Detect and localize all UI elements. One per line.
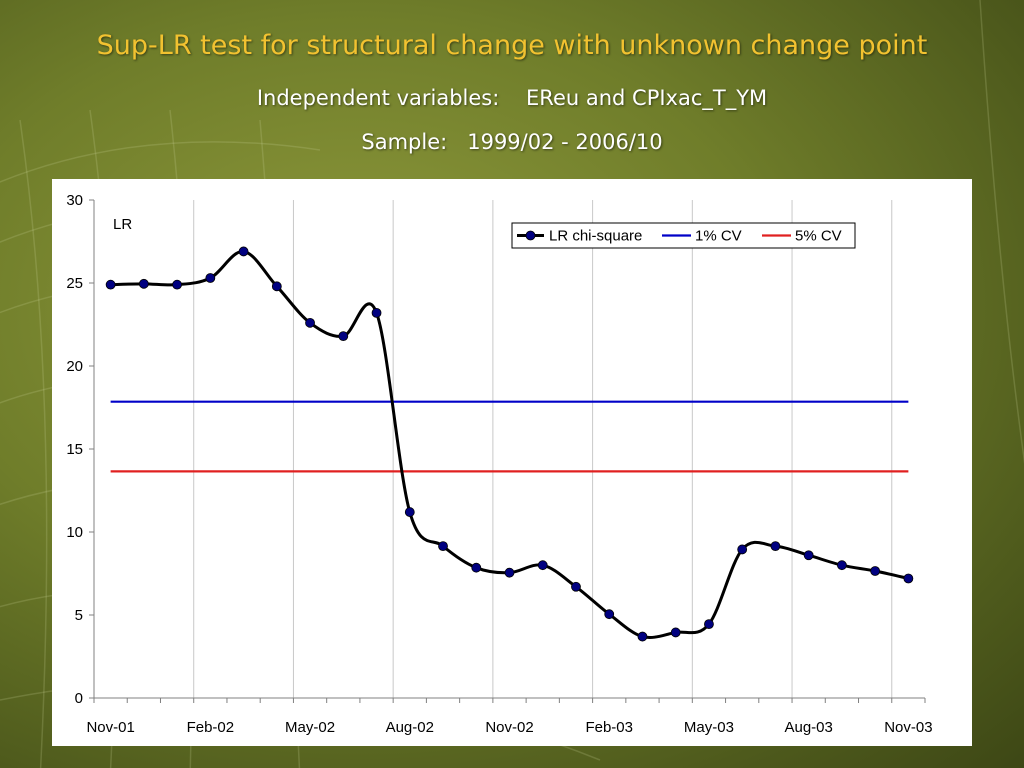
data-point-marker [271,281,282,292]
data-point-marker [903,573,914,584]
data-point-marker [205,273,216,283]
x-tick-label: Nov-01 [86,719,134,736]
slide-title: Sup-LR test for structural change with u… [96,30,928,61]
x-tick-label: Feb-03 [585,719,633,736]
data-point-marker [138,278,149,289]
data-point-marker [172,279,182,290]
axes: 0 5 10 15 20 25 30 Nov-01 Feb-02 May-02 Aug-02 Nov-… [66,192,932,736]
lr-chart: 0 5 10 15 20 25 30 Nov-01 Feb-02 May-02 Aug-02 Nov-… [66,192,932,736]
y-axis-label: LR [113,216,132,233]
gridlines [193,200,893,698]
data-point-marker [537,560,548,571]
y-tick-label: 25 [66,275,83,292]
data-point-marker [571,581,581,592]
data-point-marker [604,609,615,620]
legend-label: 1% CV [695,228,742,245]
data-point-marker [770,541,781,552]
x-tick-label: May-03 [684,719,734,736]
data-point-marker [471,562,482,573]
x-tick-label: Aug-02 [386,719,434,736]
chart-area: 0 5 10 15 20 25 30 Nov-01 Feb-02 May-02 Aug-02 Nov-… [52,179,972,746]
data-point-marker [305,317,315,328]
data-point-marker [504,567,515,578]
slide-subtitle-variables: Independent variables: EReu and CPIxac_T… [256,86,768,110]
y-tick-label: 15 [66,441,83,458]
legend-label: LR chi-square [549,228,642,245]
data-point-marker [404,507,415,517]
x-tick-label: May-02 [285,719,335,736]
data-point-marker [238,246,249,257]
data-point-marker [105,279,116,290]
data-point-marker [637,631,648,642]
data-point-marker [438,541,448,552]
data-point-marker [371,307,382,318]
series-lines [110,249,909,640]
y-tick-label: 20 [66,358,83,375]
series-markers [105,246,914,642]
y-tick-label: 0 [75,690,83,707]
y-tick-label: 5 [75,607,83,624]
legend-label: 5% CV [795,228,842,245]
y-tick-label: 30 [66,192,83,209]
x-tick-label: Nov-02 [485,719,533,736]
slide-subtitle-sample: Sample: 1999/02 - 2006/10 [361,130,663,154]
data-point-marker [837,560,847,571]
data-point-marker [338,331,349,342]
data-point-marker [704,619,714,630]
x-tick-label: Nov-03 [884,719,932,736]
x-tick-label: Aug-03 [784,719,832,736]
chart-legend: LR chi-square 1% CV 5% CV [511,222,856,249]
data-point-marker [870,566,881,576]
y-tick-label: 10 [66,524,83,541]
data-point-marker [803,550,814,561]
legend-marker [525,230,536,241]
data-point-marker [737,544,748,555]
x-tick-label: Feb-02 [187,719,235,736]
data-point-marker [670,627,681,638]
series-line-lr-chi-square [110,249,909,640]
